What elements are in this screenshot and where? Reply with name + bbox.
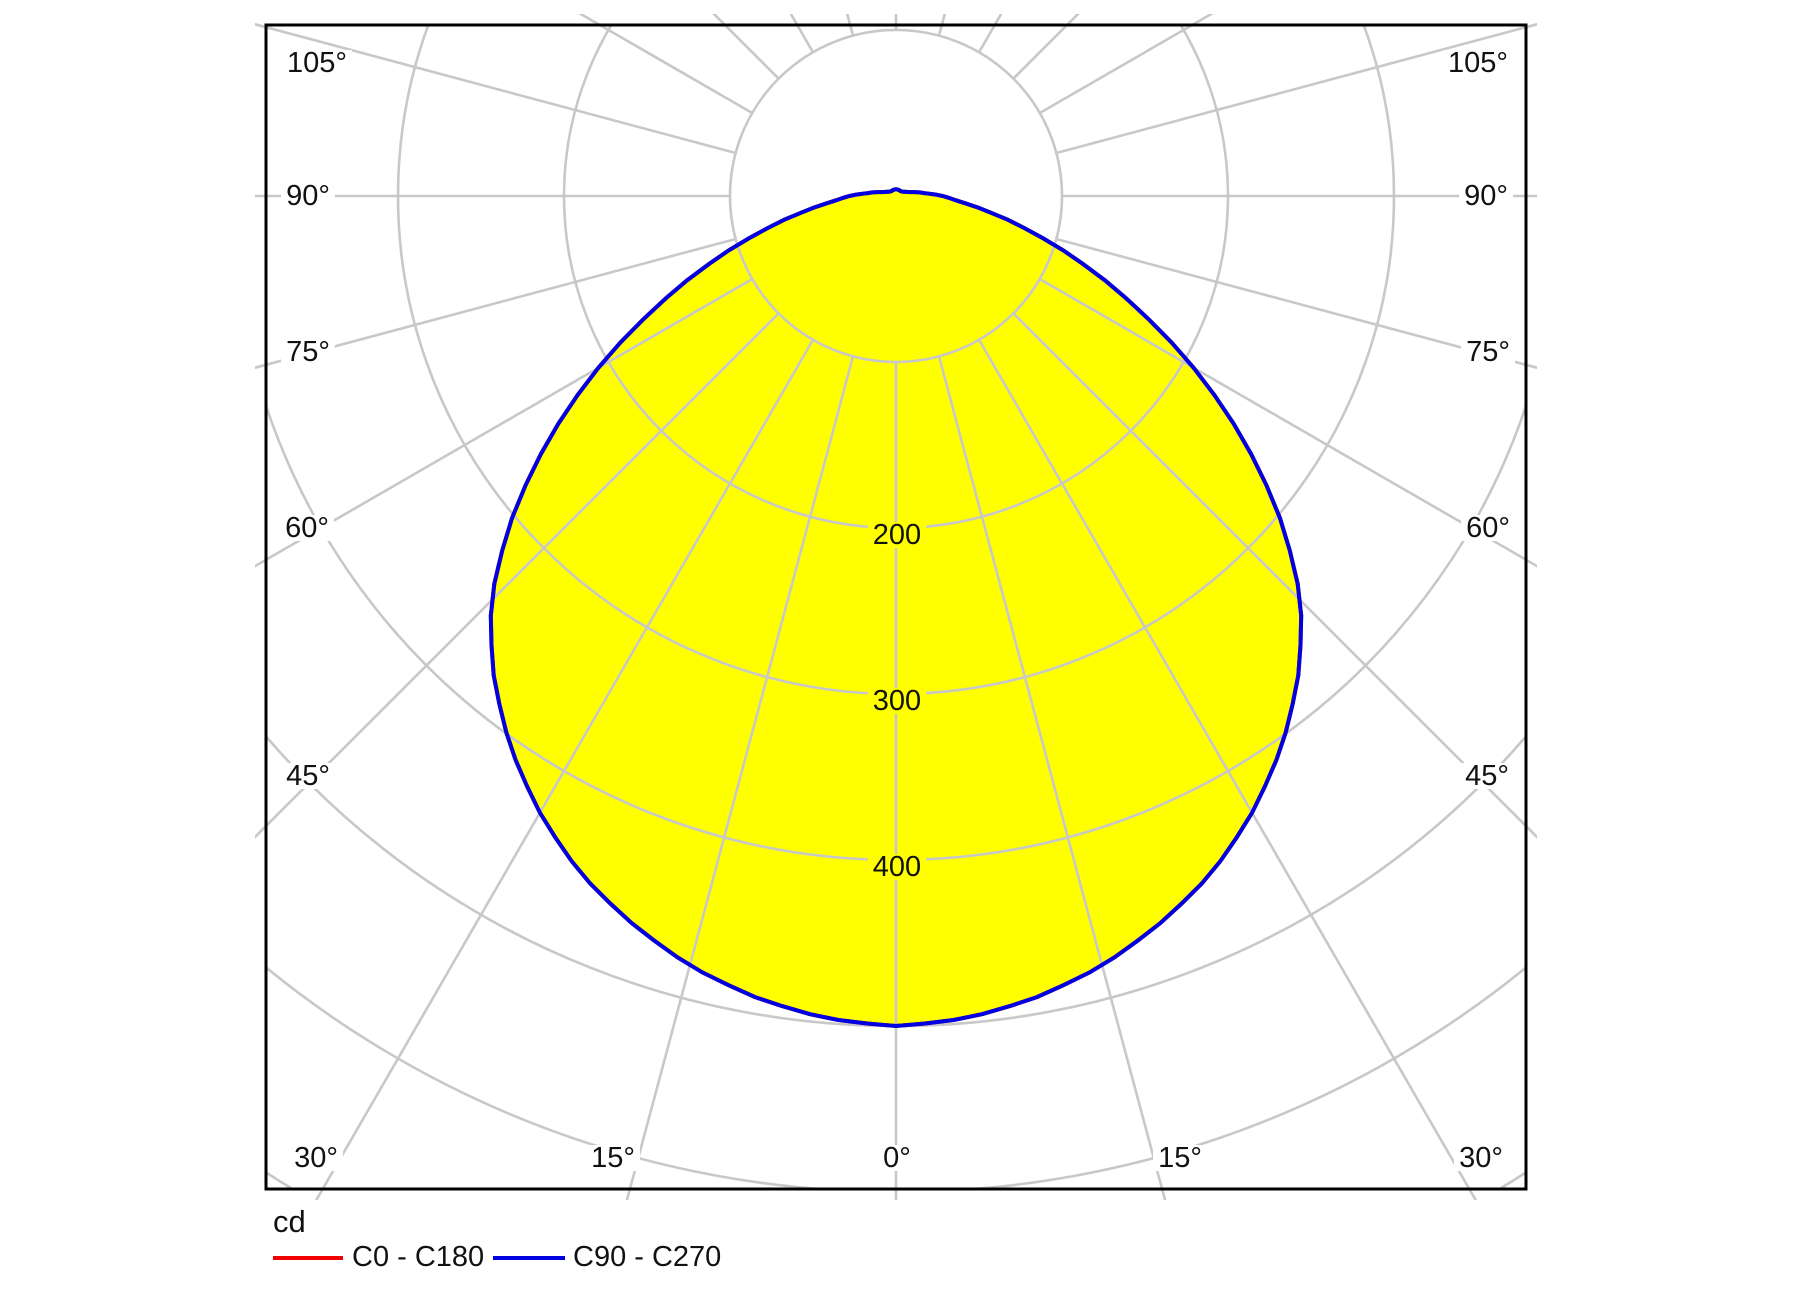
angle-label: 15° xyxy=(591,1142,635,1174)
angle-label-bg xyxy=(280,515,334,541)
angle-label: 90° xyxy=(286,180,330,212)
radial-label-bg xyxy=(867,522,927,548)
angle-label-bg xyxy=(1461,515,1515,541)
angle-label-bg xyxy=(1454,1145,1508,1171)
angle-label: 0° xyxy=(883,1142,911,1174)
angle-label: 60° xyxy=(1466,512,1510,544)
angle-label-bg xyxy=(586,1145,640,1171)
angle-label: 60° xyxy=(285,512,329,544)
plot-border xyxy=(264,23,1528,1191)
angle-label-bg xyxy=(1461,339,1515,365)
radial-label: 200 xyxy=(873,519,921,551)
angle-label-bg xyxy=(282,50,352,76)
radial-label-bg xyxy=(867,688,927,714)
angle-label: 30° xyxy=(1459,1142,1503,1174)
angle-label: 45° xyxy=(1465,760,1509,792)
angle-label: 90° xyxy=(1464,180,1508,212)
angle-label: 75° xyxy=(286,336,330,368)
angle-label-bg xyxy=(281,339,335,365)
angle-label-bg xyxy=(289,1145,343,1171)
curve-c90-c270 xyxy=(488,187,1304,1029)
angle-label: 45° xyxy=(286,760,330,792)
angle-label: 15° xyxy=(1158,1142,1202,1174)
radial-label-bg xyxy=(867,854,927,880)
angle-label-bg xyxy=(1459,183,1513,209)
radial-label: 300 xyxy=(873,685,921,717)
angle-label: 75° xyxy=(1466,336,1510,368)
angle-label: 30° xyxy=(294,1142,338,1174)
angle-label: 105° xyxy=(287,47,347,79)
angle-label-bg xyxy=(1443,50,1513,76)
angle-label: 105° xyxy=(1448,47,1508,79)
angle-label-bg xyxy=(281,183,335,209)
angle-label-bg xyxy=(1153,1145,1207,1171)
angle-label-bg xyxy=(878,1145,916,1171)
radial-label: 400 xyxy=(873,851,921,883)
angle-label-bg xyxy=(281,763,335,789)
angle-label-bg xyxy=(1460,763,1514,789)
